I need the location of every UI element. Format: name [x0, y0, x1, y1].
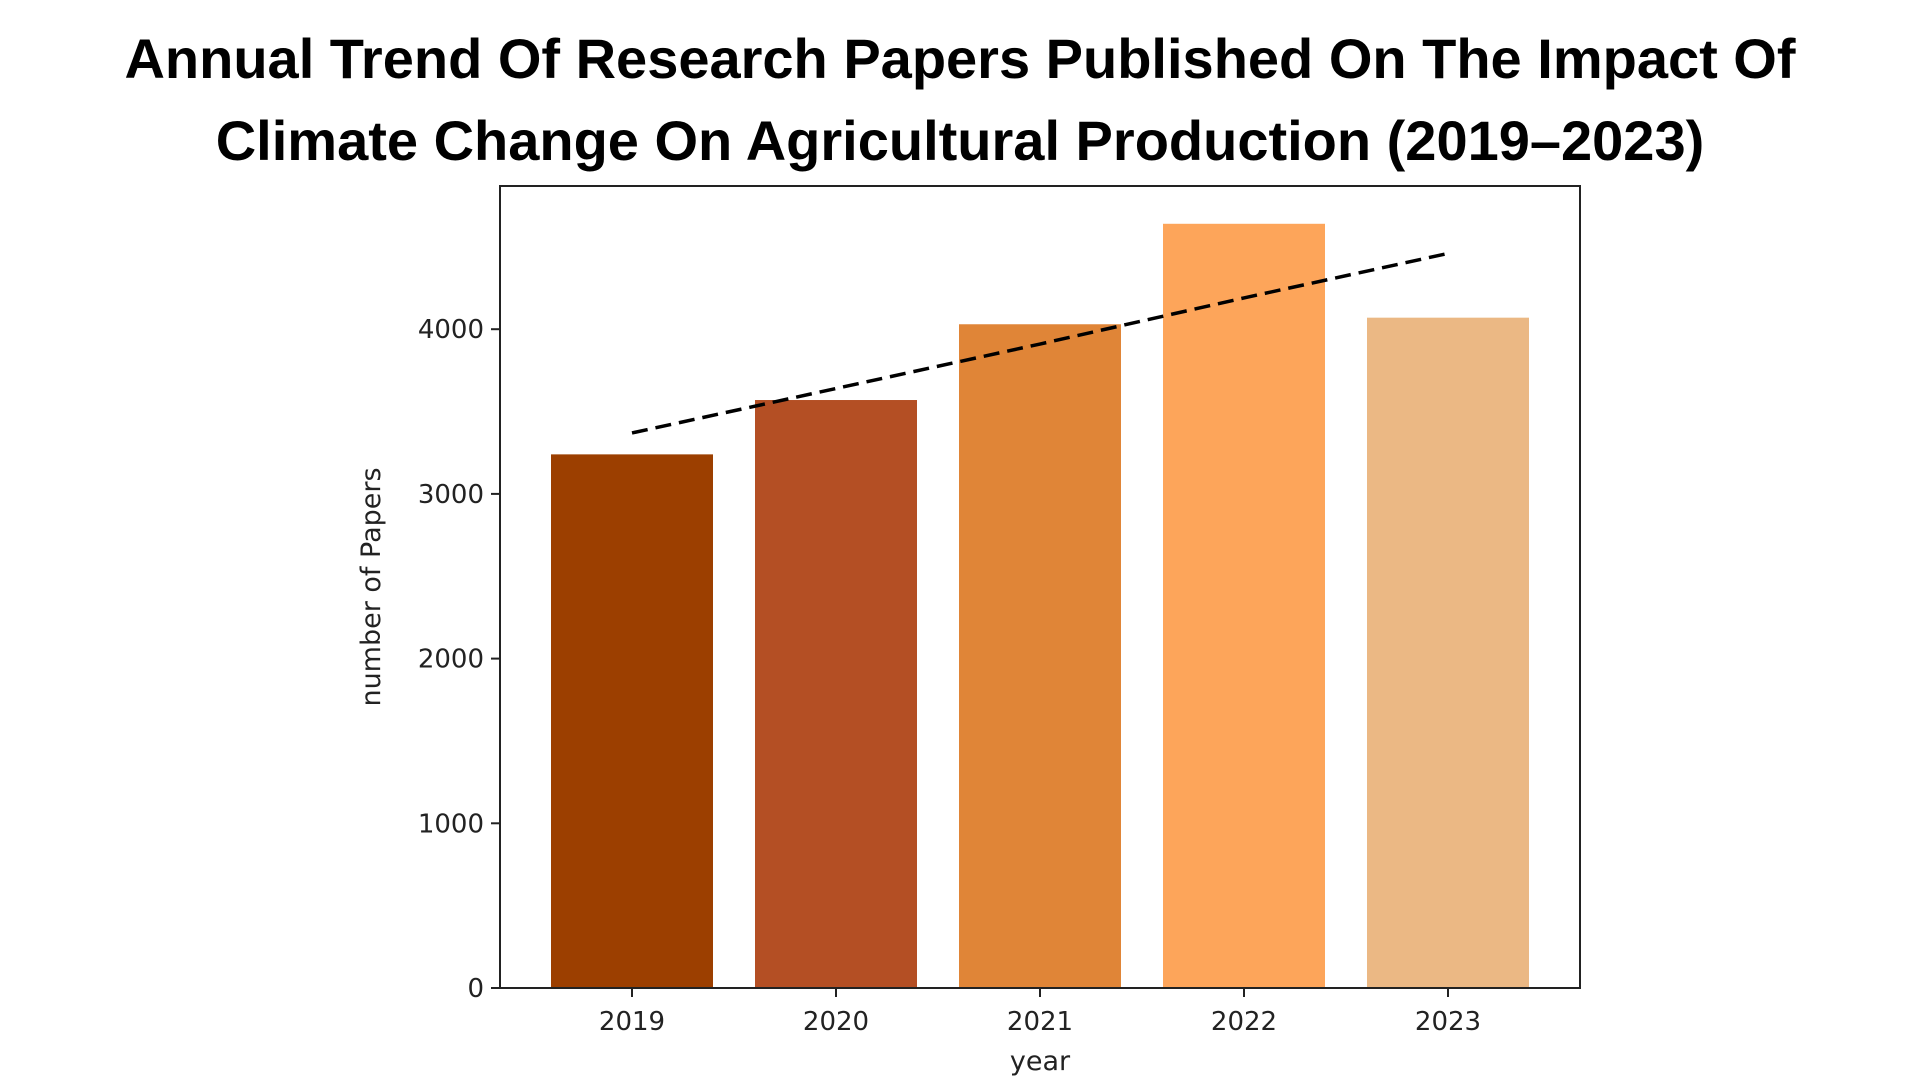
- x-tick-label-2023: 2023: [1415, 1007, 1481, 1037]
- bar-2019: [551, 454, 713, 988]
- y-axis-label: number of Papers: [356, 467, 387, 706]
- bar-2022: [1163, 223, 1325, 989]
- bar-2020: [755, 400, 917, 988]
- y-axis-ticks: 0 1000 2000 3000 4000: [418, 315, 500, 1004]
- x-axis-label: year: [1010, 1046, 1071, 1077]
- y-tick-label-3000: 3000: [418, 480, 484, 510]
- x-axis-ticks: 2019 2020 2021 2022 2023: [599, 988, 1481, 1037]
- trend-line: [631, 251, 1449, 435]
- chart-title-line-2: Climate Change On Agricultural Productio…: [215, 109, 1705, 172]
- y-tick-label-1000: 1000: [418, 809, 484, 839]
- bars-group: [551, 223, 1529, 989]
- x-tick-label-2019: 2019: [599, 1007, 665, 1037]
- x-tick-label-2020: 2020: [803, 1007, 869, 1037]
- y-tick-label-4000: 4000: [418, 315, 484, 345]
- chart-title: Annual Trend Of Research Papers Publishe…: [0, 18, 1920, 182]
- y-tick-label-0: 0: [467, 974, 484, 1004]
- x-tick-label-2022: 2022: [1211, 1007, 1277, 1037]
- chart-title-line-1: Annual Trend Of Research Papers Publishe…: [124, 27, 1796, 90]
- y-tick-label-2000: 2000: [418, 645, 484, 675]
- bar-2021: [959, 324, 1121, 988]
- bar-2023: [1367, 317, 1529, 988]
- x-tick-label-2021: 2021: [1007, 1007, 1073, 1037]
